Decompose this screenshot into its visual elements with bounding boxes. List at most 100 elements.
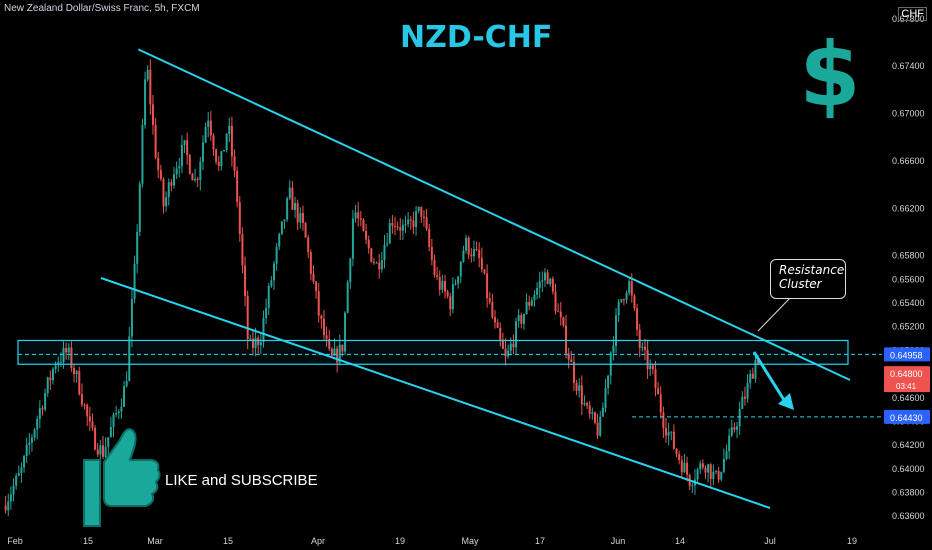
- candle-body: [607, 375, 610, 388]
- symbol-label[interactable]: New Zealand Dollar/Swiss Franc, 5h, FXCM: [4, 3, 200, 14]
- candle-body: [54, 365, 57, 369]
- candle-body: [357, 212, 360, 219]
- currency-badge[interactable]: CHF: [898, 7, 927, 21]
- candle-body: [267, 285, 270, 308]
- candle-body: [346, 282, 349, 313]
- candle-body: [307, 237, 310, 253]
- candle-body: [678, 454, 681, 461]
- time-axis[interactable]: Feb 15 Mar 15 Apr 19 May 17 Jun 14 Jul 19: [0, 530, 932, 550]
- candle-body: [446, 291, 449, 297]
- candle-body: [422, 216, 425, 218]
- candle-body: [270, 280, 273, 286]
- candle-body: [154, 124, 157, 158]
- candle-body: [462, 250, 465, 262]
- candle-body: [507, 350, 510, 357]
- candle-body: [541, 280, 544, 282]
- candle-body: [578, 385, 581, 391]
- candle-body: [151, 104, 154, 125]
- candle-body: [583, 403, 586, 405]
- candle-body: [304, 222, 307, 238]
- candle-body: [404, 224, 407, 226]
- candle-body: [73, 368, 76, 375]
- callout-line-2: Cluster: [779, 277, 822, 291]
- thumbs-up-icon: [83, 428, 161, 527]
- price-tick-label: 0.65800: [892, 251, 925, 261]
- candle-body: [533, 294, 536, 301]
- candle-body: [286, 198, 289, 220]
- time-tick-label: Apr: [311, 536, 325, 546]
- candle-body: [104, 446, 107, 457]
- candle-body: [420, 206, 423, 217]
- candle-body: [628, 281, 631, 293]
- candle-body: [372, 261, 375, 263]
- candle-body: [296, 203, 299, 223]
- candle-body: [278, 233, 281, 247]
- candle-body: [704, 467, 707, 473]
- price-tick-label: 0.63600: [892, 511, 925, 521]
- candle-body: [567, 353, 570, 360]
- candle-body: [591, 412, 594, 414]
- candle-body: [196, 178, 199, 180]
- candle-body: [257, 337, 260, 346]
- candle-body: [241, 234, 244, 266]
- candle-body: [633, 295, 636, 309]
- price-axis[interactable]: 0.636000.638000.640000.642000.644000.646…: [882, 0, 932, 550]
- price-tick-label: 0.67000: [892, 109, 925, 119]
- candle-body: [425, 217, 428, 229]
- candle-body: [475, 249, 478, 251]
- price-axis-bg: [882, 0, 932, 550]
- candle-body: [44, 393, 47, 410]
- candle-body: [23, 456, 26, 468]
- price-tick-label: 0.66200: [892, 203, 925, 213]
- candle-body: [117, 411, 120, 413]
- candle-body: [254, 337, 257, 348]
- candle-body: [651, 365, 654, 370]
- candle-body: [51, 368, 54, 381]
- candle-body: [94, 427, 97, 450]
- candle-body: [586, 403, 589, 406]
- candle-body: [141, 125, 144, 184]
- candle-body: [467, 237, 470, 255]
- time-axis-bg: [0, 530, 932, 550]
- candle-body: [754, 360, 757, 379]
- candle-body: [349, 258, 352, 283]
- candle-body: [233, 156, 236, 171]
- candle-body: [246, 295, 249, 340]
- candle-body: [175, 168, 178, 175]
- candle-body: [617, 301, 620, 316]
- candle-body: [620, 299, 623, 302]
- candle-body: [207, 120, 210, 127]
- resistance-callout: Resistance Cluster: [770, 259, 846, 299]
- candle-body: [99, 445, 102, 455]
- candle-body: [291, 187, 294, 210]
- candle-body: [665, 428, 668, 436]
- candle-body: [641, 346, 644, 348]
- candle-body: [173, 174, 176, 186]
- candle-body: [625, 292, 628, 300]
- candle-body: [488, 298, 491, 302]
- candle-body: [501, 339, 504, 349]
- candle-body: [38, 408, 41, 419]
- candle-body: [59, 362, 62, 364]
- candle-body: [525, 302, 528, 314]
- callout-pointer: [757, 297, 791, 332]
- candle-body: [25, 444, 28, 457]
- candle-body: [509, 343, 512, 351]
- candle-body: [249, 338, 252, 340]
- candle-body: [383, 244, 386, 260]
- candle-body: [236, 170, 239, 203]
- candle-body: [399, 227, 402, 231]
- candle-body: [549, 278, 552, 285]
- time-tick-label: 14: [675, 536, 685, 546]
- candle-body: [136, 231, 139, 264]
- candle-body: [588, 405, 591, 414]
- candle-body: [238, 202, 241, 235]
- candle-body: [654, 369, 657, 389]
- candle-body: [454, 283, 457, 285]
- candle-body: [78, 371, 81, 395]
- candle-body: [107, 437, 110, 447]
- last-price-tag-countdown: 03:41: [896, 382, 917, 391]
- candle-body: [67, 347, 70, 353]
- candle-body: [225, 133, 228, 151]
- candle-body: [680, 460, 683, 473]
